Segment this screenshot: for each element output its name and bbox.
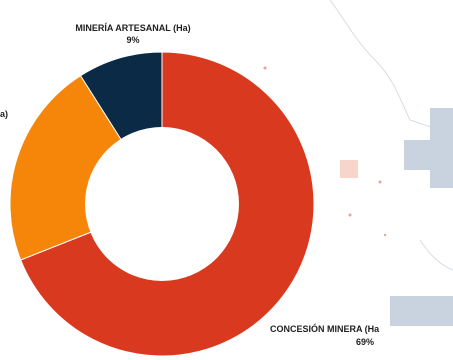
cut-off-label: a): [0, 109, 9, 119]
map-coastline-lower: [419, 239, 453, 271]
map-region-upper-2: [404, 140, 434, 170]
map-region-upper: [430, 108, 453, 188]
map-dot: [348, 213, 352, 217]
artesanal-percent: 9%: [126, 35, 140, 45]
map-region-lower: [390, 296, 453, 326]
map-dot: [383, 233, 387, 237]
map-dot: [263, 66, 267, 70]
map-coastline: [329, 0, 453, 141]
concesion-percent: 69%: [355, 337, 374, 347]
background-map: [263, 0, 453, 326]
map-accent-patch: [340, 160, 358, 178]
concesion-label: CONCESIÓN MINERA (Ha: [270, 324, 380, 334]
map-dot: [378, 180, 382, 184]
donut-hole: [85, 127, 239, 281]
artesanal-label: MINERÍA ARTESANAL (Ha): [75, 23, 191, 33]
